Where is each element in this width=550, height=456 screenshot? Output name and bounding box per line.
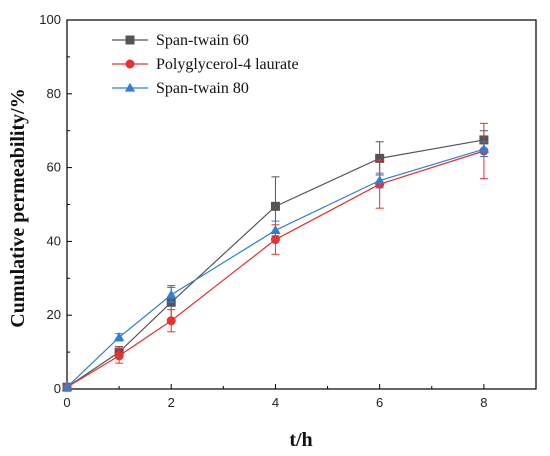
series-3-point (113, 332, 125, 341)
x-axis-title: t/h (289, 429, 312, 451)
x-tick-label: 8 (480, 395, 487, 410)
series-3-point (61, 381, 73, 391)
series-2-point (166, 316, 176, 326)
series-3-point (166, 289, 177, 299)
plot-area: 0 20 40 60 80 100 0 2 4 6 8 (39, 12, 537, 410)
series-1-line (66, 139, 484, 388)
legend-marker (125, 35, 135, 45)
legend-marker (125, 59, 135, 69)
legend-label: Span-twain 60 (156, 32, 249, 49)
y-tick-label: 0 (54, 381, 61, 396)
x-tick-label: 0 (63, 395, 70, 410)
series-1-point (270, 201, 280, 211)
legend: Span-twain 60 Polyglycerol-4 laurate Span-… (112, 32, 299, 97)
series-1-point (375, 153, 385, 163)
series-3-line (66, 148, 485, 388)
legend-label: Span-twain 80 (156, 80, 249, 97)
series-3-point (270, 225, 281, 234)
y-tick-label: 20 (47, 307, 61, 322)
series-3-point (374, 175, 385, 185)
series-2-point (114, 351, 124, 361)
x-tick-label: 4 (272, 395, 279, 410)
plot-frame (66, 19, 537, 390)
legend-marker (124, 82, 136, 92)
legend-label: Polyglycerol-4 laurate (156, 56, 299, 73)
x-tick-label: 2 (168, 395, 175, 410)
y-tick-label: 80 (47, 86, 61, 101)
series-2-line (66, 150, 485, 388)
y-tick-label: 60 (47, 160, 61, 175)
y-axis-title: Cumulative permeability/% (7, 88, 29, 327)
x-tick-label: 6 (376, 395, 383, 410)
y-tick-label: 40 (47, 233, 61, 248)
series-3-point (478, 143, 490, 153)
y-tick-label: 100 (39, 12, 61, 27)
